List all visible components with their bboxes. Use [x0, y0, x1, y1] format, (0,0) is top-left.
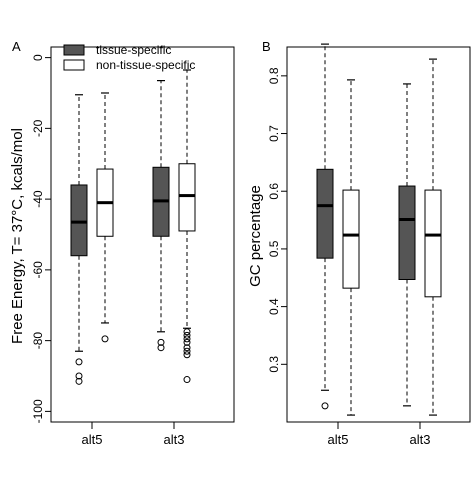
box-non-tissue-specific-alt3 — [178, 69, 196, 384]
y-tick-label: -40 — [31, 190, 45, 208]
y-tick-label: 0 — [31, 54, 45, 61]
x-tick-label: alt5 — [82, 432, 103, 447]
y-tick-label: -100 — [31, 399, 45, 423]
y-axis-a: 0 -20 -40 -60 -80 -100 — [31, 54, 51, 423]
plot-frame-a — [50, 46, 235, 423]
y-tick-label: -80 — [31, 332, 45, 350]
x-axis-a: alt5 alt3 — [82, 422, 185, 447]
y-tick-label: 0.5 — [267, 240, 281, 257]
y-tick-label: -20 — [31, 119, 45, 137]
y-tick-label: 0.7 — [267, 125, 281, 142]
panel-label-b: B — [262, 39, 271, 54]
y-tick-label: 0.4 — [267, 298, 281, 315]
panel-b: B GC percentage 0.30.40.50.60.70.8 alt5 a… — [247, 39, 471, 447]
outlier-point — [183, 376, 191, 384]
box-non-tissue-specific-alt5 — [342, 79, 360, 416]
y-axis-b: 0.3 0.4 0.5 0.6 0.7 0.8 — [267, 67, 287, 373]
y-axis-label-a: Free Energy, T= 37°C, kcals/mol — [9, 128, 26, 344]
plot-frame-b — [286, 46, 471, 423]
outlier-point — [183, 335, 191, 343]
y-tick-label: 0.3 — [267, 356, 281, 373]
box-tissue-specific-alt3 — [152, 80, 170, 352]
panel-label-a: A — [12, 39, 21, 54]
outlier-point — [157, 344, 165, 352]
box-tissue-specific-alt5 — [70, 94, 88, 385]
y-tick-label: -60 — [31, 261, 45, 279]
outlier-point — [75, 372, 83, 380]
legend-swatch-tissue-specific — [63, 44, 85, 56]
legend-label-non-tissue-specific: non-tissue-specific — [96, 58, 195, 72]
outlier-point — [75, 377, 83, 385]
outlier-point — [183, 347, 191, 355]
box-iqr — [342, 189, 360, 289]
outlier-point — [183, 344, 191, 352]
legend-label-tissue-specific: tissue-specific — [96, 43, 171, 57]
outlier-point — [157, 338, 165, 346]
y-tick-label: 0.8 — [267, 67, 281, 84]
boxes-a — [70, 69, 196, 385]
box-non-tissue-specific-alt5 — [96, 92, 114, 343]
legend: tissue-specific non-tissue-specific — [63, 43, 195, 72]
outlier-point — [183, 351, 191, 359]
outlier-point — [321, 402, 329, 410]
outlier-point — [183, 331, 191, 339]
box-iqr — [398, 185, 416, 281]
outlier-point — [75, 358, 83, 366]
box-tissue-specific-alt3 — [398, 83, 416, 407]
outlier-point — [101, 335, 109, 343]
x-tick-label: alt5 — [328, 432, 349, 447]
boxes-b — [316, 43, 442, 416]
outlier-point — [183, 338, 191, 346]
x-tick-label: alt3 — [164, 432, 185, 447]
box-iqr — [178, 163, 196, 232]
legend-swatch-non-tissue-specific — [63, 59, 85, 71]
box-iqr — [70, 184, 88, 257]
y-tick-label: 0.6 — [267, 183, 281, 200]
box-iqr — [424, 189, 442, 298]
x-axis-b: alt5 alt3 — [328, 422, 431, 447]
panel-a: A Free Energy, T= 37°C, kcals/mol 0 -20 -4… — [9, 39, 235, 447]
x-tick-label: alt3 — [410, 432, 431, 447]
outlier-point — [183, 328, 191, 336]
box-tissue-specific-alt5 — [316, 43, 334, 410]
box-non-tissue-specific-alt3 — [424, 58, 442, 416]
box-iqr — [316, 168, 334, 259]
y-axis-label-b: GC percentage — [247, 185, 264, 287]
